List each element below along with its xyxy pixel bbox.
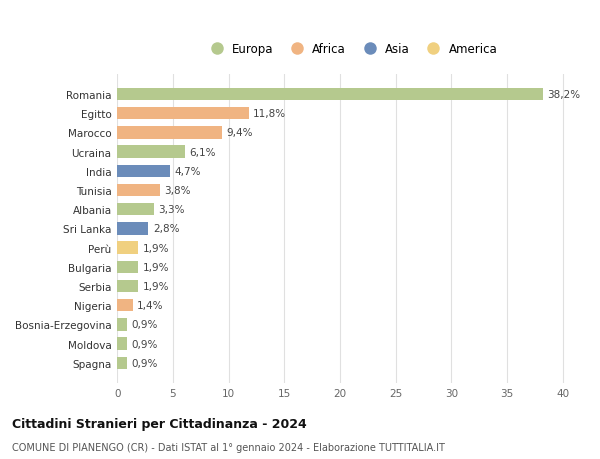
Text: 38,2%: 38,2% bbox=[547, 90, 580, 100]
Text: 1,9%: 1,9% bbox=[143, 262, 169, 272]
Text: 3,8%: 3,8% bbox=[164, 185, 190, 196]
Text: COMUNE DI PIANENGO (CR) - Dati ISTAT al 1° gennaio 2024 - Elaborazione TUTTITALI: COMUNE DI PIANENGO (CR) - Dati ISTAT al … bbox=[12, 442, 445, 452]
Text: 0,9%: 0,9% bbox=[131, 339, 158, 349]
Text: 1,9%: 1,9% bbox=[143, 243, 169, 253]
Bar bbox=[117, 108, 248, 120]
Text: 1,4%: 1,4% bbox=[137, 301, 164, 311]
Text: 1,9%: 1,9% bbox=[143, 281, 169, 291]
Bar bbox=[117, 261, 139, 274]
Bar bbox=[117, 357, 127, 369]
Text: 11,8%: 11,8% bbox=[253, 109, 286, 119]
Text: 4,7%: 4,7% bbox=[174, 166, 200, 176]
Bar bbox=[117, 223, 148, 235]
Bar bbox=[117, 338, 127, 350]
Bar bbox=[117, 146, 185, 158]
Legend: Europa, Africa, Asia, America: Europa, Africa, Asia, America bbox=[205, 43, 497, 56]
Bar bbox=[117, 165, 170, 178]
Bar bbox=[117, 319, 127, 331]
Bar bbox=[117, 127, 222, 139]
Bar bbox=[117, 242, 139, 254]
Bar bbox=[117, 185, 160, 197]
Text: Cittadini Stranieri per Cittadinanza - 2024: Cittadini Stranieri per Cittadinanza - 2… bbox=[12, 417, 307, 430]
Bar bbox=[117, 203, 154, 216]
Bar bbox=[117, 280, 139, 292]
Text: 0,9%: 0,9% bbox=[131, 358, 158, 368]
Text: 2,8%: 2,8% bbox=[153, 224, 179, 234]
Text: 6,1%: 6,1% bbox=[190, 147, 216, 157]
Bar bbox=[117, 89, 542, 101]
Bar bbox=[117, 299, 133, 312]
Text: 9,4%: 9,4% bbox=[226, 128, 253, 138]
Text: 3,3%: 3,3% bbox=[158, 205, 185, 215]
Text: 0,9%: 0,9% bbox=[131, 320, 158, 330]
